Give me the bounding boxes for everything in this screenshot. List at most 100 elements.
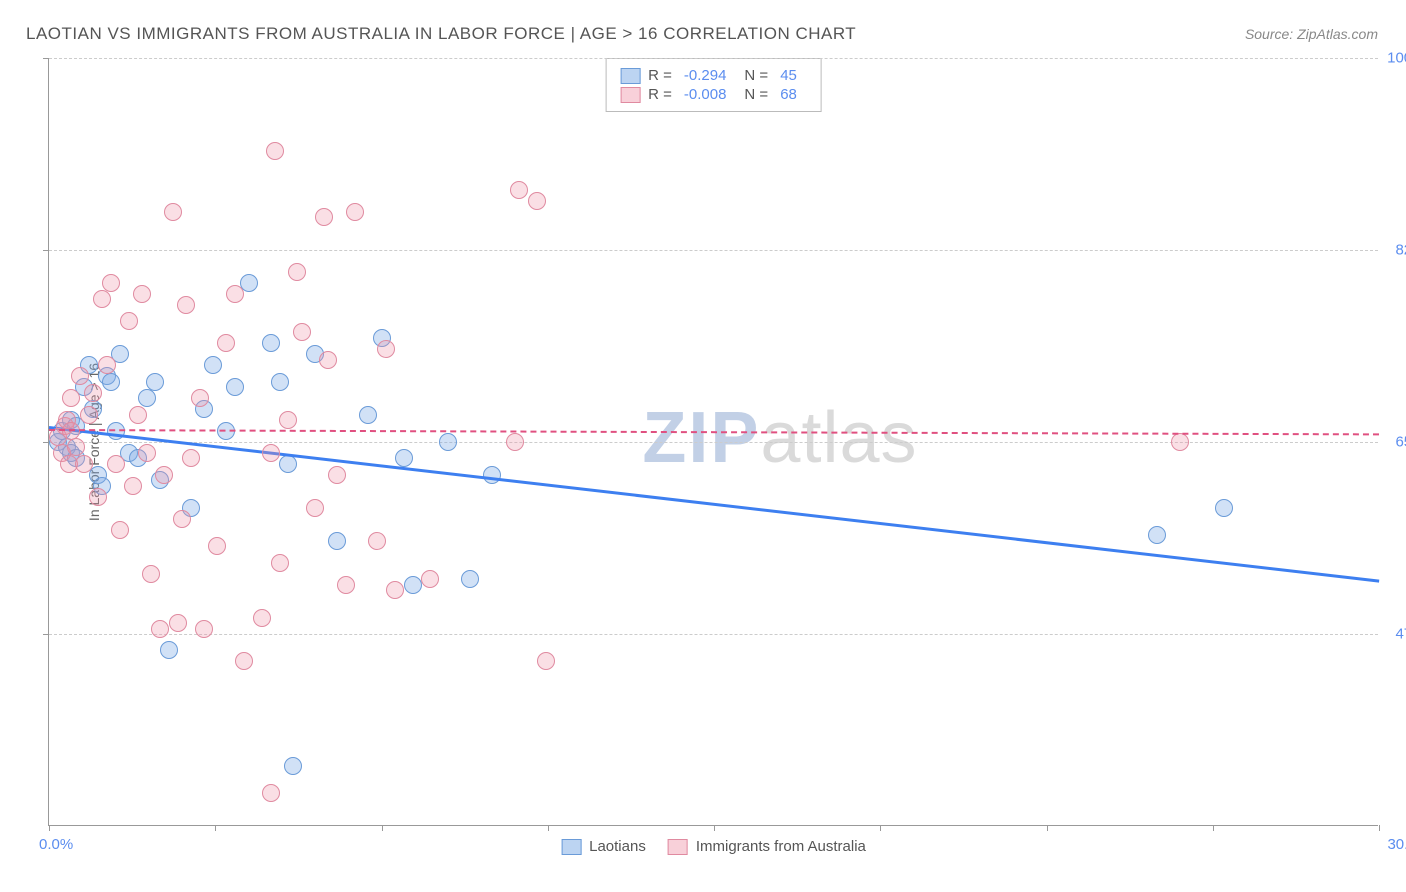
data-point xyxy=(182,449,200,467)
x-tick xyxy=(1213,825,1214,831)
data-point xyxy=(346,203,364,221)
data-point xyxy=(235,652,253,670)
data-point xyxy=(293,323,311,341)
data-point xyxy=(1171,433,1189,451)
n-label: N = xyxy=(744,67,768,84)
data-point xyxy=(93,290,111,308)
data-point xyxy=(71,367,89,385)
x-max-label: 30.0% xyxy=(1387,836,1406,853)
data-point xyxy=(107,455,125,473)
data-point xyxy=(1148,526,1166,544)
legend-row-1: R = -0.294 N = 45 xyxy=(620,67,807,84)
data-point xyxy=(262,784,280,802)
data-point xyxy=(368,532,386,550)
data-point xyxy=(102,373,120,391)
x-tick xyxy=(880,825,881,831)
data-point xyxy=(111,521,129,539)
watermark: ZIPatlas xyxy=(642,396,917,478)
swatch-blue-icon xyxy=(620,68,640,84)
data-point xyxy=(89,488,107,506)
data-point xyxy=(102,274,120,292)
data-point xyxy=(146,373,164,391)
data-point xyxy=(284,757,302,775)
data-point xyxy=(528,192,546,210)
data-point xyxy=(377,340,395,358)
data-point xyxy=(328,466,346,484)
trend-line xyxy=(49,429,1379,435)
data-point xyxy=(155,466,173,484)
data-point xyxy=(169,614,187,632)
data-point xyxy=(262,334,280,352)
y-tick-label: 65.0% xyxy=(1383,434,1406,451)
legend-row-2: R = -0.008 N = 68 xyxy=(620,86,807,103)
legend-label-2: Immigrants from Australia xyxy=(696,838,866,855)
data-point xyxy=(288,263,306,281)
y-tick xyxy=(43,58,49,59)
data-point xyxy=(67,438,85,456)
data-point xyxy=(217,334,235,352)
data-point xyxy=(138,389,156,407)
data-point xyxy=(226,285,244,303)
y-tick-label: 47.5% xyxy=(1383,626,1406,643)
data-point xyxy=(191,389,209,407)
data-point xyxy=(262,444,280,462)
data-point xyxy=(506,433,524,451)
y-tick-label: 82.5% xyxy=(1383,242,1406,259)
data-point xyxy=(133,285,151,303)
swatch-blue-icon xyxy=(561,839,581,855)
data-point xyxy=(337,576,355,594)
data-point xyxy=(173,510,191,528)
data-point xyxy=(160,641,178,659)
gridline-h xyxy=(49,58,1378,59)
chart-title: LAOTIAN VS IMMIGRANTS FROM AUSTRALIA IN … xyxy=(26,24,856,44)
data-point xyxy=(271,554,289,572)
data-point xyxy=(271,373,289,391)
data-point xyxy=(306,499,324,517)
data-point xyxy=(75,455,93,473)
data-point xyxy=(138,444,156,462)
legend-correlation: R = -0.294 N = 45 R = -0.008 N = 68 xyxy=(605,58,822,112)
data-point xyxy=(483,466,501,484)
legend-label-1: Laotians xyxy=(589,838,646,855)
data-point xyxy=(204,356,222,374)
gridline-h xyxy=(49,634,1378,635)
data-point xyxy=(279,455,297,473)
data-point xyxy=(279,411,297,429)
source-label: Source: ZipAtlas.com xyxy=(1245,26,1378,42)
swatch-pink-icon xyxy=(668,839,688,855)
legend-series: Laotians Immigrants from Australia xyxy=(561,838,866,855)
data-point xyxy=(62,389,80,407)
data-point xyxy=(319,351,337,369)
data-point xyxy=(142,565,160,583)
swatch-pink-icon xyxy=(620,87,640,103)
data-point xyxy=(208,537,226,555)
y-tick xyxy=(43,250,49,251)
r-value-2: -0.008 xyxy=(684,86,727,103)
x-tick xyxy=(548,825,549,831)
y-tick-label: 100.0% xyxy=(1383,50,1406,67)
y-tick xyxy=(43,634,49,635)
data-point xyxy=(315,208,333,226)
x-tick xyxy=(1379,825,1380,831)
data-point xyxy=(80,406,98,424)
x-tick xyxy=(1047,825,1048,831)
chart-container: LAOTIAN VS IMMIGRANTS FROM AUSTRALIA IN … xyxy=(0,0,1406,892)
data-point xyxy=(537,652,555,670)
plot-area: In Labor Force | Age > 16 ZIPatlas R = -… xyxy=(48,58,1378,826)
data-point xyxy=(129,406,147,424)
n-value-2: 68 xyxy=(780,86,797,103)
data-point xyxy=(226,378,244,396)
data-point xyxy=(98,356,116,374)
data-point xyxy=(510,181,528,199)
x-min-label: 0.0% xyxy=(39,836,73,853)
n-label: N = xyxy=(744,86,768,103)
data-point xyxy=(395,449,413,467)
n-value-1: 45 xyxy=(780,67,797,84)
data-point xyxy=(386,581,404,599)
data-point xyxy=(328,532,346,550)
data-point xyxy=(151,620,169,638)
data-point xyxy=(253,609,271,627)
data-point xyxy=(359,406,377,424)
data-point xyxy=(266,142,284,160)
data-point xyxy=(124,477,142,495)
